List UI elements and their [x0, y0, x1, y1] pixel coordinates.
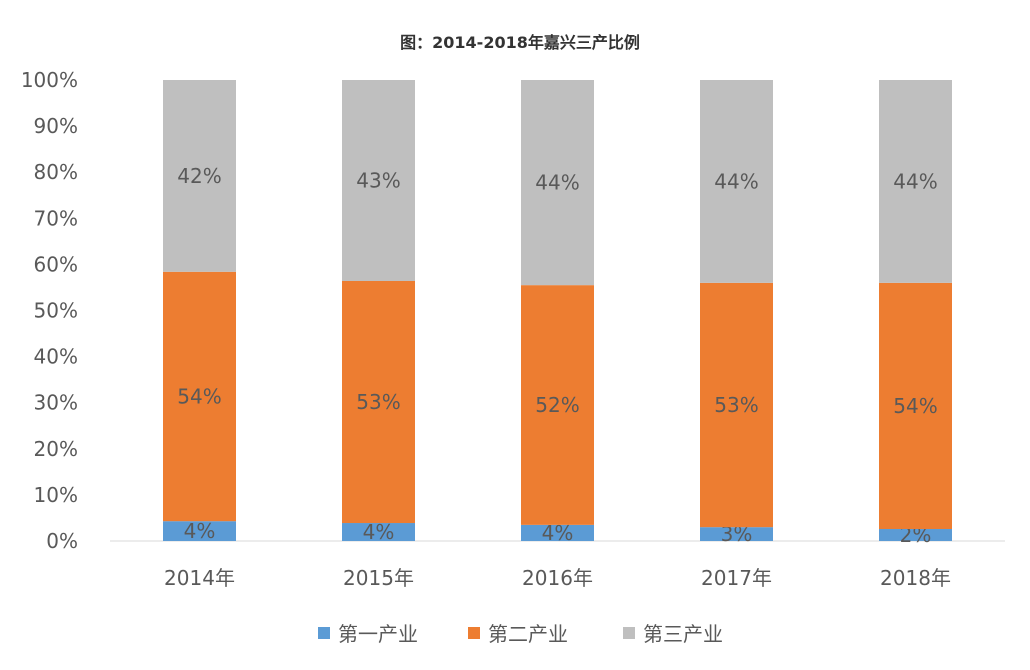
data-label: 42% — [177, 164, 221, 188]
bar-segment — [879, 282, 952, 530]
legend-label: 第三产业 — [643, 622, 723, 646]
legend-swatch — [468, 627, 480, 639]
data-label: 54% — [893, 394, 937, 418]
x-tick-label: 2016年 — [522, 566, 593, 590]
y-tick-label: 90% — [34, 114, 78, 138]
bar-segment — [521, 285, 594, 525]
bar-segment — [163, 521, 236, 541]
x-tick-label: 2015年 — [343, 566, 414, 590]
data-label: 53% — [356, 390, 400, 414]
bar-segment — [342, 280, 415, 524]
legend-swatch — [623, 627, 635, 639]
data-label: 4% — [542, 521, 574, 545]
bar-segment — [521, 524, 594, 541]
x-tick-label: 2018年 — [880, 566, 951, 590]
data-label: 44% — [893, 169, 937, 193]
y-tick-label: 50% — [34, 299, 78, 323]
bar-segment — [700, 527, 773, 541]
bar-segment — [879, 80, 952, 283]
y-tick-label: 0% — [46, 529, 78, 553]
legend-label: 第二产业 — [488, 622, 568, 646]
y-tick-label: 100% — [21, 68, 78, 92]
bar-segment — [521, 80, 594, 286]
y-tick-label: 20% — [34, 437, 78, 461]
y-tick-label: 10% — [34, 483, 78, 507]
data-label: 44% — [535, 171, 579, 195]
legend-swatch — [318, 627, 330, 639]
bar-segment — [700, 282, 773, 528]
bar-segment — [700, 80, 773, 283]
bar-segment — [342, 523, 415, 541]
x-tick-label: 2017年 — [701, 566, 772, 590]
data-label: 52% — [535, 393, 579, 417]
bar-segment — [879, 529, 952, 541]
y-tick-label: 70% — [34, 206, 78, 230]
data-label: 54% — [177, 384, 221, 408]
bar-segment — [342, 80, 415, 281]
x-tick-label: 2014年 — [164, 566, 235, 590]
legend: 第一产业 第二产业 第三产业 — [318, 622, 723, 646]
x-axis: 2014年 2015年 2016年 2017年 2018年 — [164, 566, 951, 590]
y-tick-label: 60% — [34, 252, 78, 276]
y-tick-label: 40% — [34, 345, 78, 369]
y-tick-label: 80% — [34, 160, 78, 184]
data-label: 4% — [184, 519, 216, 543]
data-label: 53% — [714, 393, 758, 417]
data-label: 44% — [714, 169, 758, 193]
chart-title: 图：2014-2018年嘉兴三产比例 — [400, 33, 640, 52]
y-tick-label: 30% — [34, 391, 78, 415]
bar-segment — [163, 80, 236, 272]
y-axis: 0% 10% 20% 30% 40% 50% 60% 70% 80% 90% 100% — [21, 68, 78, 553]
bar-segment — [163, 271, 236, 522]
data-label: 4% — [363, 520, 395, 544]
legend-label: 第一产业 — [338, 622, 418, 646]
bars: 4%54%42%4%53%43%4%52%44%3%53%44%2%54%44% — [163, 80, 952, 547]
data-label: 43% — [356, 168, 400, 192]
